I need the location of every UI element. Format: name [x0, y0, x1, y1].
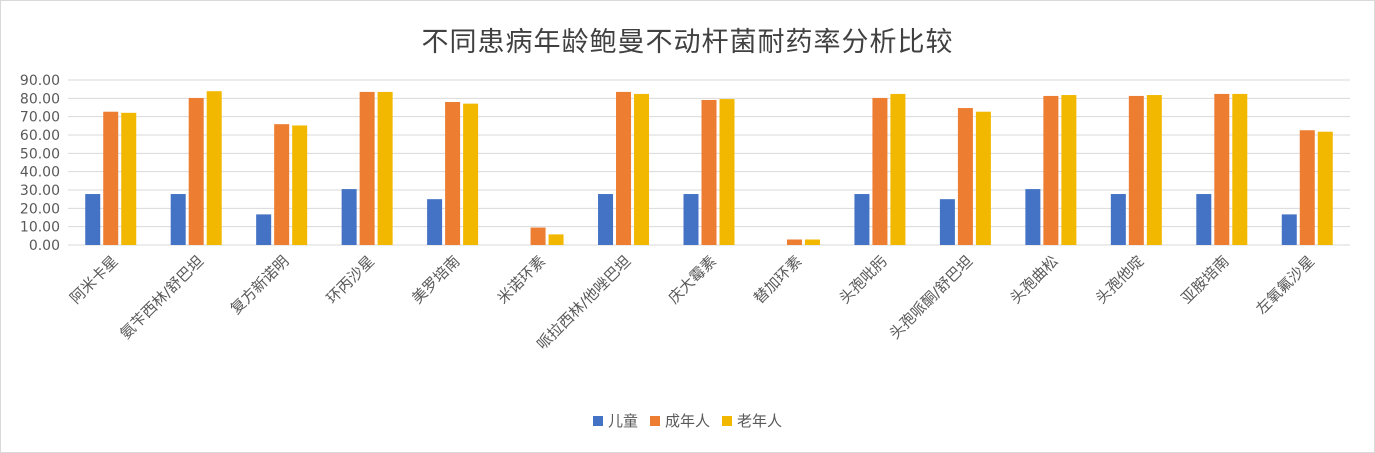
x-tick-label: 头孢曲松	[1007, 252, 1062, 307]
bar-adults	[359, 91, 375, 246]
bar-elderly	[548, 234, 564, 245]
bar-adults	[786, 239, 802, 245]
bar-adults	[103, 111, 119, 245]
bar-adults	[1214, 93, 1230, 245]
legend-item-adults: 成年人	[649, 410, 710, 431]
bar-children	[1025, 189, 1041, 245]
x-tick-label: 米诺环素	[494, 252, 549, 307]
bar-children	[939, 199, 955, 245]
bar-elderly	[121, 112, 137, 245]
chart-title: 不同患病年龄鲍曼不动杆菌耐药率分析比较	[421, 27, 954, 58]
x-tick-label: 哌拉西林/他唑巴坦	[533, 252, 634, 353]
y-tick-label: 0.00	[29, 238, 60, 254]
y-tick-label: 80.00	[20, 91, 60, 107]
x-tick-label: 美罗培南	[408, 252, 463, 307]
bar-elderly	[1146, 95, 1162, 246]
legend-label-elderly: 老年人	[737, 412, 783, 430]
bar-adults	[1128, 95, 1144, 245]
bar-elderly	[1317, 131, 1333, 245]
y-tick-label: 10.00	[20, 220, 60, 236]
bar-adults	[701, 99, 717, 245]
bar-elderly	[1061, 95, 1077, 246]
x-tick-label: 头孢哌酮/舒巴坦	[886, 252, 977, 343]
bar-elderly	[206, 91, 222, 245]
y-tick-label: 40.00	[20, 165, 60, 181]
legend-swatch-children	[592, 415, 603, 426]
bar-adults	[1043, 95, 1059, 245]
bar-elderly	[719, 99, 735, 245]
bar-children	[854, 194, 870, 245]
y-tick-label: 50.00	[20, 146, 60, 162]
bar-children	[341, 189, 357, 245]
y-tick-label: 70.00	[20, 110, 60, 126]
bar-children	[1110, 194, 1126, 245]
bar-adults	[1299, 130, 1315, 245]
x-tick-label: 阿米卡星	[66, 252, 121, 307]
bar-children	[85, 194, 101, 245]
bar-children	[256, 214, 272, 245]
x-tick-label: 头孢吡肟	[836, 252, 891, 307]
y-tick-label: 30.00	[20, 183, 60, 199]
x-tick-label: 左氧氟沙星	[1252, 252, 1318, 318]
x-tick-label: 复方新诺明	[227, 252, 293, 318]
x-tick-label: 庆大霉素	[665, 252, 720, 307]
legend-swatch-elderly	[722, 415, 732, 426]
bar-elderly	[634, 93, 650, 245]
bar-adults	[616, 91, 632, 246]
y-tick-label: 20.00	[20, 201, 60, 217]
bar-children	[170, 194, 186, 245]
bar-children	[598, 194, 614, 245]
x-tick-label: 亚胺培南	[1177, 252, 1232, 307]
y-tick-label: 60.00	[20, 128, 60, 144]
bar-adults	[274, 124, 290, 245]
bar-adults	[188, 97, 204, 245]
bar-adults	[445, 102, 461, 245]
legend-item-children: 儿童	[592, 410, 638, 431]
x-tick-label: 替加环素	[750, 252, 805, 307]
bar-children	[427, 199, 443, 245]
bar-children	[1281, 214, 1297, 245]
bar-adults	[957, 108, 973, 245]
bar-children	[683, 194, 699, 245]
x-tick-label: 氨苄西林/舒巴坦	[116, 252, 207, 343]
bar-adults	[872, 97, 888, 245]
bar-elderly	[377, 91, 393, 246]
legend-swatch-adults	[649, 415, 660, 426]
y-tick-label: 90.00	[20, 73, 60, 89]
bar-elderly	[463, 103, 479, 246]
bar-children	[1196, 194, 1212, 245]
legend-label-adults: 成年人	[664, 412, 710, 430]
legend-item-elderly: 老年人	[722, 410, 782, 431]
bar-elderly	[890, 93, 906, 245]
bar-elderly	[975, 111, 991, 245]
x-tick-label: 环丙沙星	[323, 252, 378, 307]
bar-elderly	[1232, 93, 1248, 245]
bar-elderly	[292, 125, 308, 245]
bar-adults	[530, 227, 546, 245]
legend: 儿童 成年人 老年人	[0, 410, 1375, 431]
legend-label-children: 儿童	[607, 412, 638, 430]
bar-elderly	[804, 239, 820, 245]
x-tick-label: 头孢他啶	[1092, 252, 1147, 307]
